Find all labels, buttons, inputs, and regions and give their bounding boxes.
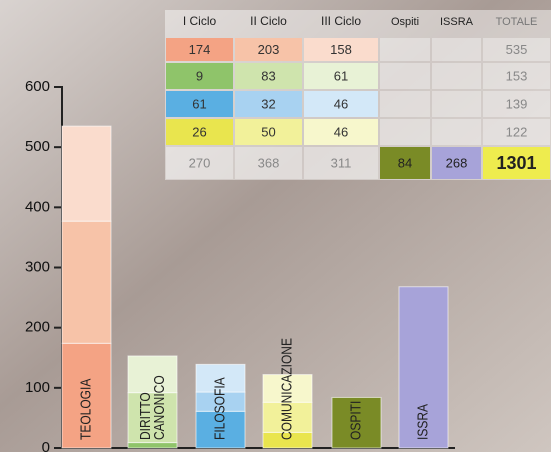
table-value: 158 — [330, 42, 352, 57]
bar-segment — [62, 221, 111, 343]
bar-label: OSPITI — [347, 401, 364, 440]
table-header: I Ciclo — [183, 14, 217, 28]
table-value: 174 — [189, 42, 211, 57]
table-value: 270 — [189, 155, 211, 170]
table-cell — [380, 38, 430, 61]
y-tick-label: 100 — [25, 379, 50, 396]
table-value: 84 — [398, 155, 412, 170]
table-value: 203 — [258, 42, 280, 57]
table-header: III Ciclo — [321, 14, 361, 28]
table-cell — [432, 91, 481, 117]
table-value: 46 — [334, 124, 348, 139]
table-value: 26 — [192, 124, 206, 139]
y-tick-label: 500 — [25, 138, 50, 155]
bar-segment — [128, 443, 177, 448]
y-tick-label: 200 — [25, 319, 50, 336]
bar-segment — [62, 126, 111, 221]
chart: 0100200300400500600TEOLOGIADIRITTO CANON… — [0, 0, 551, 452]
bar-label: ISSRA — [414, 403, 431, 440]
bar-label: COMUNICAZIONE — [278, 338, 295, 440]
table-cell — [380, 63, 430, 89]
table-header: II Ciclo — [250, 14, 287, 28]
table-value: 368 — [258, 155, 280, 170]
table-value: 122 — [506, 124, 528, 139]
table-value: 311 — [331, 155, 352, 170]
y-tick-label: 300 — [25, 258, 50, 275]
y-tick-label: 600 — [25, 78, 50, 95]
table-value: 1301 — [496, 153, 536, 173]
table-cell — [432, 63, 481, 89]
table-value: 83 — [261, 68, 275, 83]
bar-label: FILOSOFIA — [211, 377, 228, 440]
table-value: 153 — [506, 68, 528, 83]
table-cell — [432, 119, 481, 145]
table-header: ISSRA — [440, 16, 474, 28]
y-tick-label: 0 — [42, 439, 50, 452]
bar-label: TEOLOGIA — [77, 378, 94, 440]
table-value: 139 — [506, 96, 528, 111]
table-cell — [380, 91, 430, 117]
table-value: 46 — [334, 96, 348, 111]
table-value: 61 — [192, 96, 206, 111]
table-header: Ospiti — [391, 16, 419, 28]
table-value: 61 — [334, 68, 348, 83]
page: 0100200300400500600TEOLOGIADIRITTO CANON… — [0, 0, 551, 452]
table-cell — [432, 38, 481, 61]
table-value: 535 — [506, 42, 528, 57]
table-value: 50 — [261, 124, 275, 139]
table-header: TOTALE — [496, 16, 538, 28]
table-value: 268 — [446, 155, 468, 170]
table-value: 32 — [261, 96, 275, 111]
y-tick-label: 400 — [25, 198, 50, 215]
table-cell — [380, 119, 430, 145]
table-value: 9 — [196, 68, 203, 83]
